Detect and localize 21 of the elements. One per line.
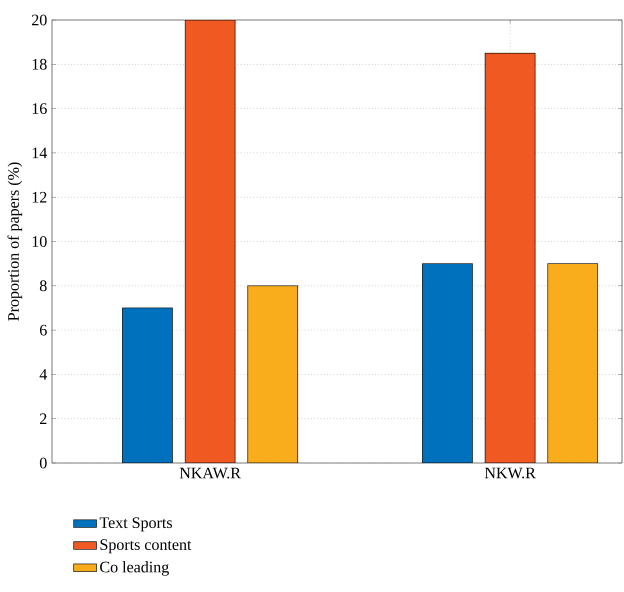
legend-label: Text Sports [100, 517, 172, 532]
legend-label: Co leading [100, 561, 169, 576]
x-tick-label: NKW.R [484, 468, 536, 478]
y-tick-label: 8 [40, 280, 47, 292]
y-tick-label: 2 [40, 413, 46, 424]
bar [247, 285, 298, 463]
y-tick-label: 6 [40, 324, 47, 336]
y-tick-label: 16 [32, 103, 47, 114]
y-tick-label: 20 [32, 14, 47, 26]
y-tick-label: 18 [32, 58, 47, 70]
x-tick-label: NKAW.R [180, 468, 241, 479]
bar [484, 52, 536, 463]
bar [184, 20, 236, 463]
y-axis-title: Proportion of papers (%) [7, 162, 22, 321]
y-tick-label: 12 [32, 192, 46, 202]
y-tick-label: 14 [32, 148, 48, 158]
legend-label: Sports content [100, 539, 192, 554]
y-tick-label: 0 [40, 458, 47, 468]
bar [547, 263, 598, 463]
y-tick-label: 4 [40, 369, 48, 380]
y-tick-label: 10 [32, 236, 47, 247]
